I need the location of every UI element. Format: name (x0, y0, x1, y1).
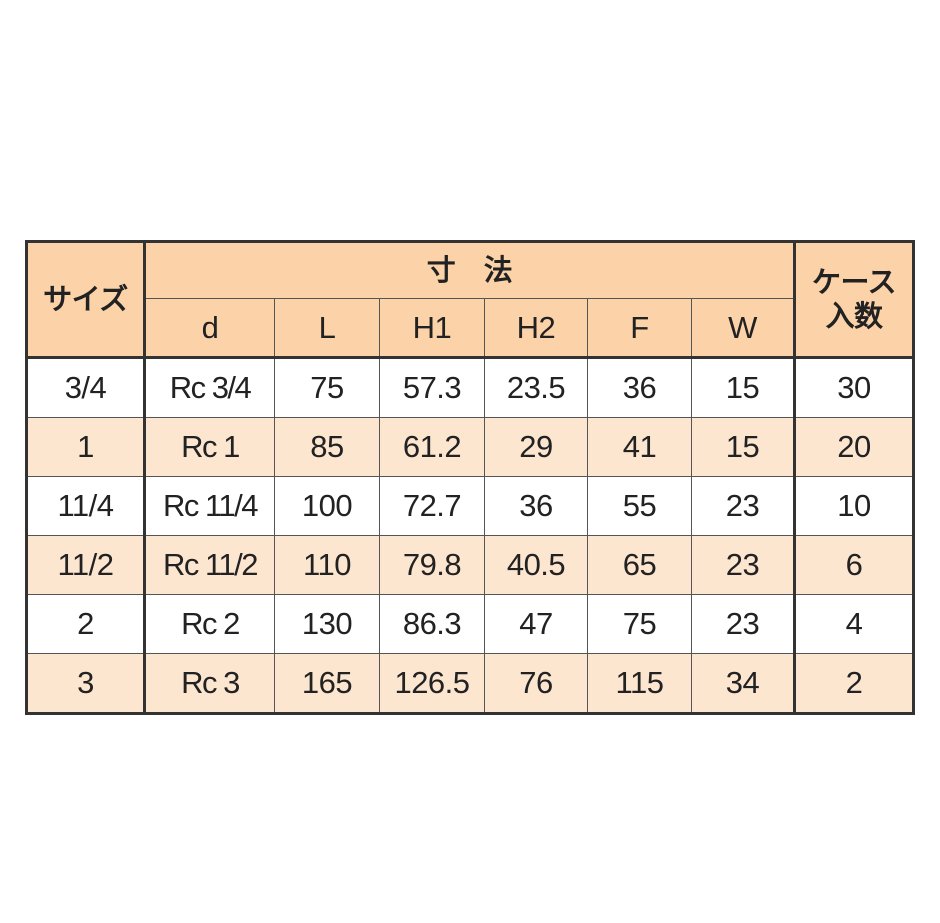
cell-h1: 126.5 (379, 653, 485, 714)
cell-size: 3 (26, 653, 146, 714)
cell-h2: 40.5 (484, 535, 588, 595)
cell-h1: 72.7 (379, 476, 485, 536)
dimensions-table: サイズ 寸 法 ケース 入数 d L H1 H2 F W 3/4 Rc 3/4 75 5… (25, 240, 916, 715)
table-row: 1 Rc 1 85 61.2 29 41 15 20 (26, 417, 915, 477)
cell-h2: 36 (484, 476, 588, 536)
cell-size: 1 (26, 417, 146, 477)
cell-h1: 57.3 (379, 357, 485, 418)
header-w: W (690, 298, 796, 359)
header-h2: H2 (484, 298, 588, 359)
cell-w: 23 (690, 535, 796, 595)
cell-f: 55 (587, 476, 692, 536)
cell-l: 100 (274, 476, 380, 536)
cell-h2: 47 (484, 594, 588, 654)
case-qty-line1: ケース (811, 266, 897, 299)
table-row: 2 Rc 2 130 86.3 47 75 23 4 (26, 594, 915, 654)
cell-f: 115 (587, 653, 692, 714)
table-row: 3 Rc 3 165 126.5 76 115 34 2 (26, 653, 915, 714)
header-case-quantity: ケース 入数 (793, 241, 915, 359)
header-d: d (144, 298, 275, 359)
table-row: 11/2 Rc 11/2 110 79.8 40.5 65 23 6 (26, 535, 915, 595)
cell-l: 85 (274, 417, 380, 477)
cell-d: Rc 1 (144, 417, 275, 477)
header-dimensions: 寸 法 (143, 241, 796, 299)
cell-size: 2 (26, 594, 146, 654)
cell-h2: 23.5 (484, 357, 588, 418)
cell-l: 165 (274, 653, 380, 714)
cell-d: Rc 11/4 (144, 476, 275, 536)
cell-w: 23 (690, 594, 796, 654)
cell-w: 23 (690, 476, 796, 536)
table-row: 11/4 Rc 11/4 100 72.7 36 55 23 10 (26, 476, 915, 536)
cell-f: 75 (587, 594, 692, 654)
cell-w: 34 (690, 653, 796, 714)
cell-case: 4 (793, 594, 915, 654)
cell-d: Rc 11/2 (144, 535, 275, 595)
case-qty-line2: 入数 (825, 300, 884, 333)
cell-h1: 79.8 (379, 535, 485, 595)
cell-size: 11/4 (26, 476, 146, 536)
cell-f: 65 (587, 535, 692, 595)
cell-h1: 61.2 (379, 417, 485, 477)
cell-l: 110 (274, 535, 380, 595)
cell-d: Rc 3/4 (144, 357, 275, 418)
cell-l: 130 (274, 594, 380, 654)
cell-size: 11/2 (26, 535, 146, 595)
cell-case: 30 (793, 357, 915, 418)
header-l: L (274, 298, 380, 359)
header-size: サイズ (26, 241, 146, 359)
cell-h2: 29 (484, 417, 588, 477)
cell-case: 20 (793, 417, 915, 477)
cell-case: 2 (793, 653, 915, 714)
header-f: F (587, 298, 692, 359)
cell-l: 75 (274, 357, 380, 418)
cell-f: 36 (587, 357, 692, 418)
cell-w: 15 (690, 357, 796, 418)
cell-h2: 76 (484, 653, 588, 714)
cell-d: Rc 3 (144, 653, 275, 714)
cell-f: 41 (587, 417, 692, 477)
cell-case: 10 (793, 476, 915, 536)
cell-h1: 86.3 (379, 594, 485, 654)
cell-case: 6 (793, 535, 915, 595)
cell-d: Rc 2 (144, 594, 275, 654)
header-h1: H1 (379, 298, 485, 359)
table-row: 3/4 Rc 3/4 75 57.3 23.5 36 15 30 (26, 357, 915, 418)
cell-size: 3/4 (26, 357, 146, 418)
cell-w: 15 (690, 417, 796, 477)
